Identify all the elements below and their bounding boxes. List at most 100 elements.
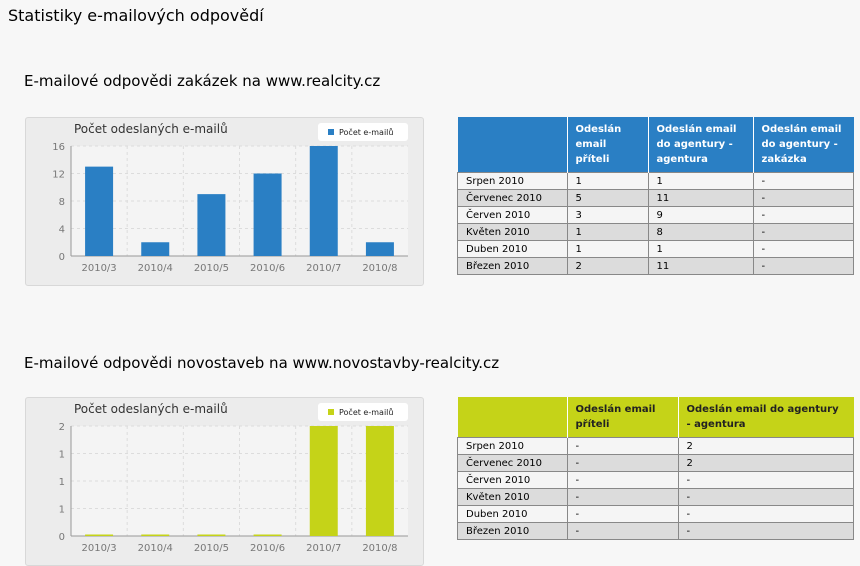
y-tick-label: 1: [59, 477, 65, 488]
y-tick-label: 12: [52, 170, 65, 181]
bar: [141, 534, 170, 536]
table-row: Červenec 2010-2: [457, 454, 854, 472]
chart-title: Počet odeslaných e-mailů: [74, 402, 228, 416]
row-value-cell: 8: [647, 223, 754, 241]
bar: [141, 242, 170, 256]
row-month-cell: Duben 2010: [457, 240, 568, 258]
bar: [309, 146, 338, 256]
row-value-cell: -: [677, 471, 854, 489]
row-value-cell: 1: [566, 223, 649, 241]
table-row: Duben 2010- -: [457, 505, 854, 523]
x-tick-label: 2010/4: [138, 263, 173, 274]
table-row: Květen 2010- -: [457, 488, 854, 506]
table-row: Březen 2010- -: [457, 522, 854, 540]
row-value-cell: 11: [647, 189, 754, 207]
x-tick-label: 2010/3: [81, 263, 116, 274]
x-tick-label: 2010/8: [362, 543, 397, 554]
legend-swatch: [328, 129, 334, 135]
table-header-empty: [457, 117, 567, 173]
table-body: Srpen 2010 1 1- Červenec 2010 5 11- Červen 201…: [457, 172, 854, 275]
table-header-empty: [457, 397, 567, 438]
x-tick-label: 2010/8: [362, 263, 397, 274]
y-tick-label: 2: [59, 422, 65, 433]
y-tick-label: 1: [59, 450, 65, 461]
y-tick-label: 16: [52, 142, 65, 153]
y-tick-label: 1: [59, 505, 65, 516]
bar: [309, 426, 338, 536]
row-value-cell: -: [566, 471, 679, 489]
row-value-cell: -: [752, 257, 854, 275]
row-value-cell: -: [752, 206, 854, 224]
row-month-cell: Březen 2010: [457, 522, 568, 540]
chart-legend: Počet e-mailů: [318, 403, 408, 421]
table-header-friend: Odeslán email příteli: [566, 117, 648, 173]
bar: [253, 534, 282, 536]
table-row: Březen 2010 2 11-: [457, 257, 854, 275]
row-month-cell: Srpen 2010: [457, 437, 568, 455]
bar: [197, 534, 226, 536]
table-body: Srpen 2010-2 Červenec 2010-2 Červen 2010- -…: [457, 437, 854, 540]
x-tick-label: 2010/7: [306, 263, 341, 274]
table-row: Červen 2010- -: [457, 471, 854, 489]
row-month-cell: Květen 2010: [457, 223, 568, 241]
bar-chart-novostavby: 0 1 1 1 2 2010/3 2010/4 2010/5 2010/6 2010/7 2010/…: [59, 422, 408, 554]
table-row: Srpen 2010-2: [457, 437, 854, 455]
table-novostavby: Odeslán email příteli Odeslán email do a…: [457, 397, 854, 540]
row-value-cell: -: [677, 522, 854, 540]
bar: [253, 173, 282, 256]
table-row: Květen 2010 1 8-: [457, 223, 854, 241]
y-tick-label: 4: [59, 225, 65, 236]
table-header-listing: Odeslán email do agentury - zakázka: [752, 117, 854, 173]
row-value-cell: -: [752, 189, 854, 207]
legend-label: Počet e-mailů: [339, 127, 394, 137]
row-value-cell: -: [677, 488, 854, 506]
table-row: Srpen 2010 1 1-: [457, 172, 854, 190]
row-month-cell: Květen 2010: [457, 488, 568, 506]
bar: [85, 534, 114, 536]
row-month-cell: Duben 2010: [457, 505, 568, 523]
row-month-cell: Březen 2010: [457, 257, 568, 275]
row-value-cell: 11: [647, 257, 754, 275]
table-row: Červenec 2010 5 11-: [457, 189, 854, 207]
legend-label: Počet e-mailů: [339, 407, 394, 417]
x-tick-label: 2010/5: [194, 263, 229, 274]
row-value-cell: -: [752, 240, 854, 258]
row-value-cell: 5: [566, 189, 649, 207]
x-tick-label: 2010/7: [306, 543, 341, 554]
row-month-cell: Červen 2010: [457, 471, 568, 489]
bar: [85, 166, 114, 256]
y-tick-label: 8: [59, 197, 65, 208]
row-value-cell: 3: [566, 206, 649, 224]
row-value-cell: 1: [566, 172, 649, 190]
section-title-novostavby: E-mailové odpovědi novostaveb na www.nov…: [24, 354, 500, 372]
y-tick-label: 0: [59, 532, 65, 543]
row-value-cell: -: [752, 223, 854, 241]
x-tick-label: 2010/6: [250, 543, 285, 554]
x-tick-label: 2010/6: [250, 263, 285, 274]
row-month-cell: Červenec 2010: [457, 189, 568, 207]
x-tick-label: 2010/4: [138, 543, 173, 554]
row-month-cell: Červenec 2010: [457, 454, 568, 472]
row-value-cell: 2: [566, 257, 649, 275]
row-value-cell: -: [752, 172, 854, 190]
row-value-cell: -: [566, 522, 679, 540]
chart-realcity: 0 4 8 12 16 2010/3 2010/4 2010/5 2010/6 2010/7 201…: [25, 117, 424, 286]
bar: [365, 242, 394, 256]
row-value-cell: -: [566, 505, 679, 523]
table-row: Duben 2010 1 1-: [457, 240, 854, 258]
table-header-friend: Odeslán email příteli: [566, 397, 678, 438]
row-value-cell: -: [677, 505, 854, 523]
row-month-cell: Červen 2010: [457, 206, 568, 224]
row-value-cell: -: [566, 437, 679, 455]
bar: [197, 194, 226, 256]
chart-title: Počet odeslaných e-mailů: [74, 122, 228, 136]
row-value-cell: 2: [677, 437, 854, 455]
row-month-cell: Srpen 2010: [457, 172, 568, 190]
row-value-cell: -: [566, 454, 679, 472]
row-value-cell: 1: [647, 240, 754, 258]
page-title: Statistiky e-mailových odpovědí: [8, 6, 264, 25]
table-header-agency: Odeslán email do agentury - agentura: [647, 117, 753, 173]
section-title-realcity: E-mailové odpovědi zakázek na www.realci…: [24, 72, 381, 90]
chart-legend: Počet e-mailů: [318, 123, 408, 141]
y-tick-label: 0: [59, 252, 65, 263]
